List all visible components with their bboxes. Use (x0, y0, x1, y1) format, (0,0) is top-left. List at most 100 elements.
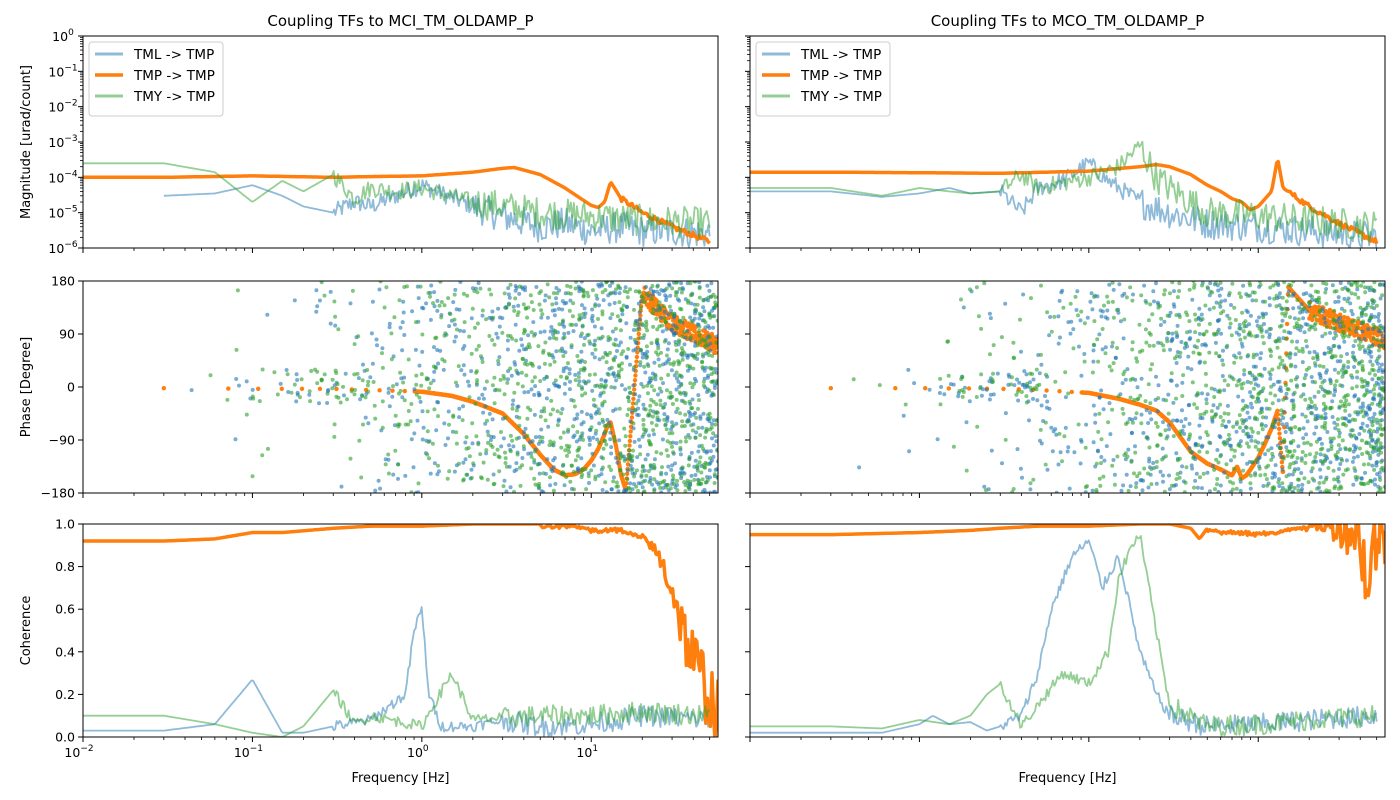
phase-point-tml (643, 457, 648, 462)
phase-point-tmy (1296, 488, 1301, 493)
phase-point-tml (1357, 432, 1362, 436)
phase-point-tml (590, 307, 595, 312)
phase-point-tmy (700, 477, 705, 482)
phase-point-tmy (1223, 442, 1227, 447)
phase-point-tmp (256, 386, 261, 391)
phase-point-tmy (1060, 459, 1064, 464)
phase-point-tml (1333, 426, 1338, 431)
phase-point-tml (463, 457, 468, 462)
phase-point-tml (683, 335, 688, 340)
phase-point-tmy (1346, 359, 1351, 364)
phase-point-tmy (1280, 311, 1285, 316)
phase-point-tmy (1195, 392, 1200, 397)
phase-point-tmy (596, 336, 601, 341)
phase-point-tml (615, 349, 619, 353)
phase-point-tmy (1200, 317, 1205, 321)
phase-point-tml (1376, 318, 1381, 323)
phase-point-tmy (615, 314, 620, 319)
phase-point-tmy (1256, 447, 1261, 452)
phase-point-tmp (630, 401, 636, 406)
phase-point-tml (1254, 352, 1259, 357)
phase-point-tmy (366, 379, 371, 384)
phase-point-tmy (686, 463, 691, 468)
phase-point-tml (650, 482, 655, 487)
phase-point-tml (1189, 463, 1194, 468)
phase-point-tmy (559, 374, 563, 379)
y-tick-label: 90 (59, 327, 75, 342)
phase-point-tmy (636, 488, 640, 493)
phase-point-tmy (706, 350, 710, 355)
phase-point-tml (1043, 394, 1047, 398)
phase-point-tmy (478, 354, 483, 359)
phase-point-tmy (250, 474, 255, 479)
phase-point-tmy (653, 411, 658, 416)
phase-point-tml (1093, 420, 1098, 425)
phase-point-tmy (671, 362, 676, 367)
phase-point-tml (1063, 395, 1068, 400)
phase-point-tmy (697, 340, 702, 345)
phase-point-tmy (1363, 290, 1368, 295)
phase-point-tml (1170, 338, 1175, 343)
phase-point-tmy (657, 300, 662, 305)
phase-point-tmy (1229, 333, 1234, 338)
phase-point-tmy (675, 488, 680, 493)
phase-point-tml (700, 489, 705, 493)
phase-point-tml (572, 417, 577, 422)
phase-point-tmy (1233, 318, 1238, 322)
phase-point-tmy (1180, 394, 1185, 398)
phase-point-tmy (557, 322, 562, 327)
phase-point-tmp (226, 386, 231, 391)
phase-point-tmy (1357, 343, 1362, 348)
phase-point-tml (576, 466, 580, 471)
phase-point-tmy (474, 380, 479, 385)
phase-point-tml (577, 379, 582, 384)
phase-point-tmy (564, 376, 569, 381)
phase-point-tmy (650, 284, 655, 288)
phase-point-tml (1208, 281, 1213, 286)
phase-point-tml (1093, 412, 1098, 417)
phase-point-tml (513, 288, 518, 293)
phase-point-tml (537, 471, 542, 476)
phase-point-tmy (1154, 465, 1159, 470)
phase-point-tmp (1338, 312, 1343, 317)
phase-point-tml (656, 357, 661, 362)
phase-point-tmy (646, 469, 651, 474)
phase-point-tmy (427, 456, 431, 461)
phase-point-tmp (946, 386, 951, 391)
phase-point-tmy (1313, 380, 1318, 385)
phase-point-tmy (558, 348, 563, 353)
magnitude-right-data (750, 140, 1379, 248)
phase-point-tmy (627, 448, 632, 453)
phase-point-tmy (1097, 411, 1102, 416)
phase-point-tmy (638, 306, 643, 311)
phase-point-tmy (1057, 431, 1062, 436)
phase-point-tml (542, 329, 547, 334)
phase-point-tmy (1332, 477, 1337, 482)
phase-point-tmy (476, 344, 481, 348)
phase-point-tmy (710, 366, 715, 371)
phase-point-tmy (531, 308, 536, 312)
phase-point-tml (376, 478, 381, 483)
phase-point-tmy (1307, 403, 1311, 408)
phase-point-tml (1372, 412, 1377, 416)
phase-point-tmy (1340, 320, 1344, 325)
phase-point-tmy (521, 444, 526, 449)
phase-point-tmy (693, 435, 698, 440)
phase-point-tml (1352, 455, 1356, 460)
phase-point-tmy (1130, 298, 1135, 303)
phase-point-tml (675, 376, 679, 381)
phase-point-tml (596, 282, 601, 287)
phase-point-tmy (686, 298, 691, 303)
phase-point-tmy (1171, 434, 1176, 439)
phase-point-tml (692, 302, 697, 307)
phase-point-tml (1332, 420, 1337, 425)
phase-point-tmy (643, 407, 648, 412)
phase-point-tml (612, 385, 617, 390)
phase-point-tmy (656, 303, 661, 308)
phase-point-tml (1280, 422, 1285, 427)
phase-point-tml (377, 287, 382, 292)
phase-point-tml (511, 304, 516, 309)
phase-point-tmy (496, 358, 501, 363)
phase-point-tmy (680, 419, 685, 424)
phase-point-tmy (536, 483, 541, 488)
